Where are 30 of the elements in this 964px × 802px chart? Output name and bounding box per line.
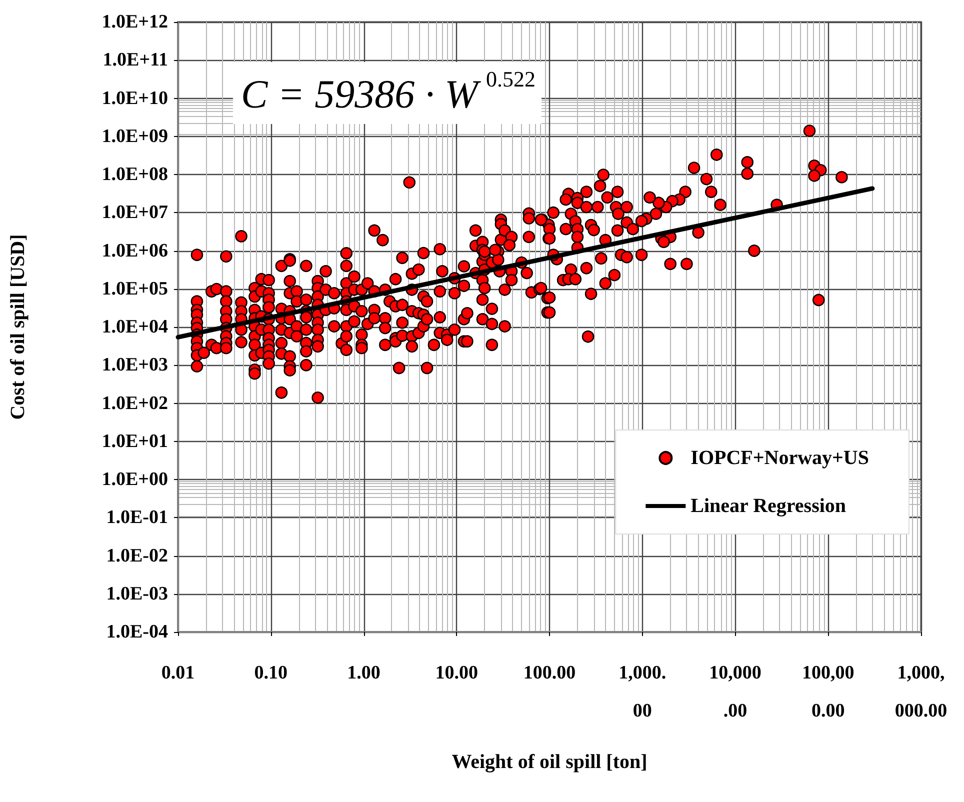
y-tick-label: 1.0E+06 <box>102 240 168 262</box>
x-tick-label: 100.00 <box>523 662 576 684</box>
x-tick-label: 1.00 <box>347 662 380 684</box>
y-tick-label: 1.0E+09 <box>102 126 168 147</box>
y-tick-label: 1.0E-04 <box>106 622 168 642</box>
y-tick-label: 1.0E+10 <box>102 88 168 109</box>
x-tick-label: 0.10 <box>254 662 288 684</box>
x-axis-title: Weight of oil spill [ton] <box>452 751 648 773</box>
y-tick-label: 1.0E+07 <box>102 202 168 224</box>
y-tick-label: 1.0E+11 <box>102 50 168 71</box>
y-tick-label: 1.0E+00 <box>102 469 168 490</box>
y-tick-label: 1.0E-02 <box>106 545 168 566</box>
x-tick-label: 1,000,000.00 <box>894 662 948 722</box>
y-tick-label: 1.0E+04 <box>102 316 168 338</box>
y-tick-label: 1.0E+02 <box>102 392 168 414</box>
x-tick-label: 100,000.00 <box>802 662 854 722</box>
y-tick-label: 1.0E+03 <box>102 354 168 376</box>
legend-label: Linear Regression <box>690 495 846 517</box>
x-tick-label: 10,000.00 <box>709 662 762 722</box>
y-tick-label: 1.0E+05 <box>102 278 168 300</box>
x-tick-label: 1,000.00 <box>618 662 666 722</box>
y-tick-label: 1.0E+08 <box>102 164 168 185</box>
x-tick-label: 0.01 <box>161 662 195 684</box>
y-tick-label: 1.0E-01 <box>106 507 168 528</box>
legend-label: IOPCF+Norway+US <box>690 447 870 469</box>
y-tick-label: 1.0E-03 <box>106 583 168 604</box>
y-tick-label: 1.0E+12 <box>102 12 168 32</box>
x-tick-label: 10.00 <box>435 662 478 684</box>
y-tick-label: 1.0E+01 <box>102 430 168 452</box>
y-axis-title: Cost of oil spill [USD] <box>7 234 29 420</box>
